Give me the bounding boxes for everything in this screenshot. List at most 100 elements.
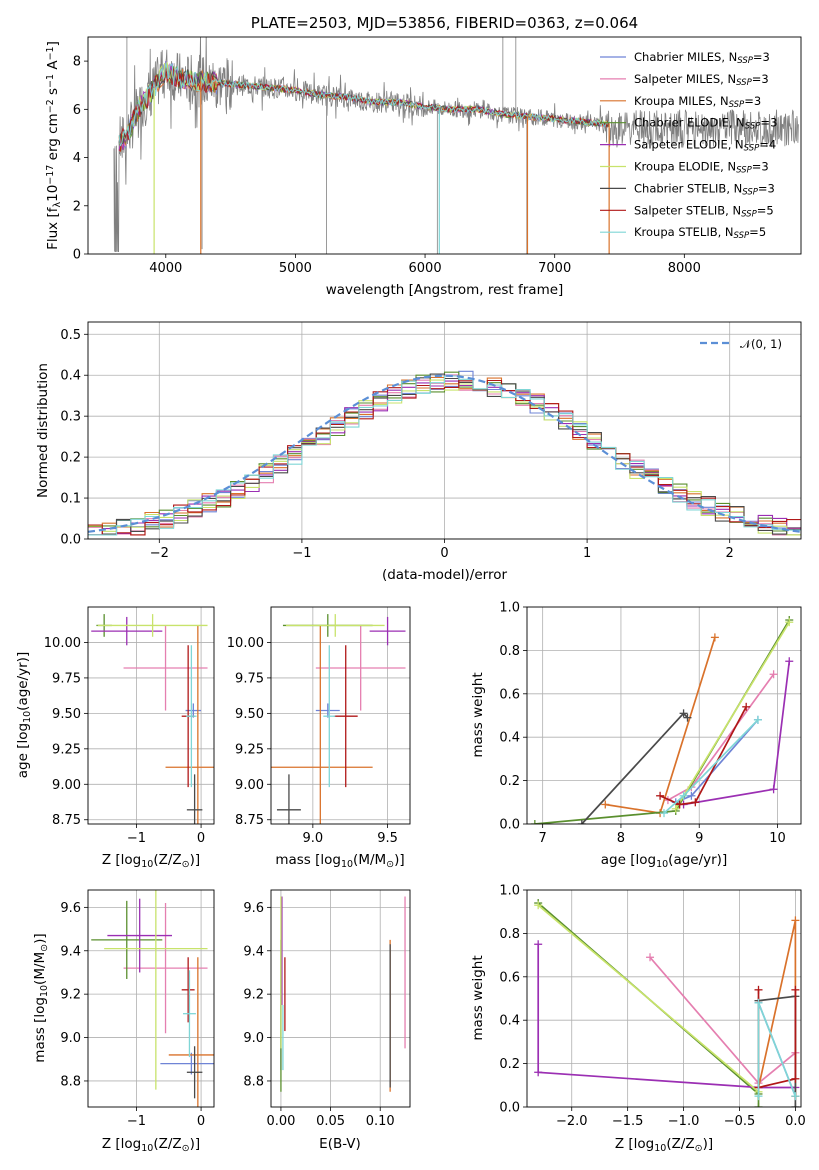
y-tick-label: 9.4 xyxy=(60,944,81,959)
y-tick-label: 9.75 xyxy=(235,671,264,686)
x-tick-label: 8 xyxy=(617,831,625,846)
series-marker xyxy=(679,791,688,800)
y-tick-label: 9.00 xyxy=(52,778,81,793)
legend-entry-part: 3 xyxy=(761,160,768,174)
x-tick-label: −0.5 xyxy=(724,1114,756,1129)
errorbar-point xyxy=(91,900,163,979)
y-tick-label: 1.0 xyxy=(499,601,520,616)
legend-entry-part: Chabrier STELIB xyxy=(634,181,726,195)
errorbar-point xyxy=(323,645,336,788)
residual-panel-frame xyxy=(87,321,802,540)
errorbar-point xyxy=(369,616,406,646)
legend-entry-part: = xyxy=(752,160,762,174)
histogram-salpeter-stelib xyxy=(88,379,801,536)
histogram-kroupa-elodie xyxy=(88,379,801,536)
series-marker xyxy=(791,916,800,925)
x-tick-label: 7000 xyxy=(538,261,571,276)
y-tick-label: 0.1 xyxy=(60,492,81,507)
mass-age-xlabel-part: )] xyxy=(394,852,405,868)
residual-ylabel: Normed distribution xyxy=(35,363,51,498)
x-tick-label: 2 xyxy=(726,546,734,561)
spectrum-ylabel-part: A xyxy=(45,60,61,74)
residual-xlabel: (data-model)/error xyxy=(382,567,508,583)
errorbar-point xyxy=(160,1052,214,1075)
y-tick-label: 0.4 xyxy=(499,731,520,746)
y-tick-label: 0.0 xyxy=(499,1101,520,1116)
z-mass-ylabel-part: )] xyxy=(32,933,48,944)
series-marker xyxy=(769,670,778,679)
z-mass-ylabel-part: 10 xyxy=(39,985,50,997)
legend-entry-part: 3 xyxy=(763,50,770,64)
series-marker xyxy=(769,785,778,794)
spectrum-ylabel-part: f xyxy=(45,206,61,212)
legend-entry: Salpeter STELIB, NSSP=5 xyxy=(634,203,774,219)
x-tick-label: −1.0 xyxy=(668,1114,700,1129)
spectrum-ylabel-part: ] xyxy=(45,41,61,46)
spectrum-title: PLATE=2503, MJD=53856, FIBERID=0363, z=0… xyxy=(251,14,638,32)
x-tick-label: 0 xyxy=(440,546,448,561)
y-tick-label: 9.25 xyxy=(235,742,264,757)
errorbar-point xyxy=(91,616,163,646)
legend-entry: Kroupa ELODIE, NSSP=3 xyxy=(634,160,769,176)
z-mass-xlabel-part: ⊙ xyxy=(182,1143,190,1154)
observed-spectrum xyxy=(113,37,799,252)
z-weight-xlabel: Z [log10(Z/Z⊙)] xyxy=(615,1136,713,1154)
x-tick-label: 0.00 xyxy=(266,1114,295,1129)
spectrum-panel-frame xyxy=(87,36,802,255)
legend-entry-part: = xyxy=(749,225,759,239)
legend-entry: 𝒩(0, 1) xyxy=(740,337,782,351)
y-tick-label: 0.2 xyxy=(499,1057,520,1072)
mass-age-xlabel-part: ⊙ xyxy=(386,859,394,870)
x-tick-label: 0 xyxy=(197,831,205,846)
series-marker xyxy=(691,798,700,807)
x-tick-label: −2.0 xyxy=(556,1114,588,1129)
legend-entry-part: Chabrier ELODIE xyxy=(634,116,729,130)
y-tick-label: 0.0 xyxy=(499,818,520,833)
spectrum-ylabel-part: Flux [ xyxy=(45,212,61,250)
z-mass-xlabel-part: )] xyxy=(190,1136,201,1152)
legend-entry-part: , N xyxy=(718,225,734,239)
legend-entry-part: , N xyxy=(728,138,744,152)
y-tick-label: 0.8 xyxy=(499,927,520,942)
model-spectrum-salpeter-stelib xyxy=(118,67,610,152)
z-weight-xlabel-part: )] xyxy=(703,1136,714,1152)
z-weight-panel-frame xyxy=(526,889,802,1108)
x-tick-label: 0.0 xyxy=(785,1114,806,1129)
legend-entry-part: 4 xyxy=(769,138,776,152)
errorbar-point xyxy=(186,774,203,824)
series-marker xyxy=(679,709,688,718)
z-weight-xlabel-part: (Z/Z xyxy=(666,1136,694,1152)
y-tick-label: 8.8 xyxy=(243,1074,264,1089)
age-weight-panel-plot-area xyxy=(527,607,801,824)
series-marker xyxy=(753,715,762,724)
series-marker xyxy=(683,713,692,722)
z-mass-ylabel-part: ⊙ xyxy=(39,944,50,952)
legend-entry-part: = xyxy=(752,72,762,86)
errorbar-point xyxy=(186,1046,203,1099)
legend-entry-part: SSP xyxy=(734,231,750,241)
z-age-panel-plot-area xyxy=(88,607,214,824)
x-tick-label: −1.5 xyxy=(612,1114,644,1129)
z-age-xlabel-part: 10 xyxy=(141,859,153,870)
z-mass-ylabel-part: mass [log xyxy=(32,997,48,1063)
series-marker xyxy=(656,791,665,800)
y-tick-label: 10.00 xyxy=(227,636,264,651)
legend-entry-part: 3 xyxy=(770,116,777,130)
errorbar-point xyxy=(315,625,406,711)
legend-entry-part: Kroupa MILES xyxy=(634,94,713,108)
series-marker xyxy=(687,791,696,800)
y-tick-label: 0.2 xyxy=(60,451,81,466)
spectrum-ylabel-part: −1 xyxy=(45,74,56,88)
spectrum-ylabel-part: −1 xyxy=(45,46,56,60)
series-marker xyxy=(742,702,751,711)
z-age-ylabel-part: (age/yr)] xyxy=(15,652,31,711)
z-weight-xlabel-part: ⊙ xyxy=(695,1143,703,1154)
y-tick-label: 0.3 xyxy=(60,410,81,425)
legend-entry-part: = xyxy=(744,94,754,108)
y-tick-label: 9.0 xyxy=(243,1031,264,1046)
series-marker xyxy=(660,809,668,818)
x-tick-label: 4000 xyxy=(149,261,182,276)
legend-entry-part: 3 xyxy=(768,181,775,195)
legend-entry-part: 5 xyxy=(759,225,766,239)
